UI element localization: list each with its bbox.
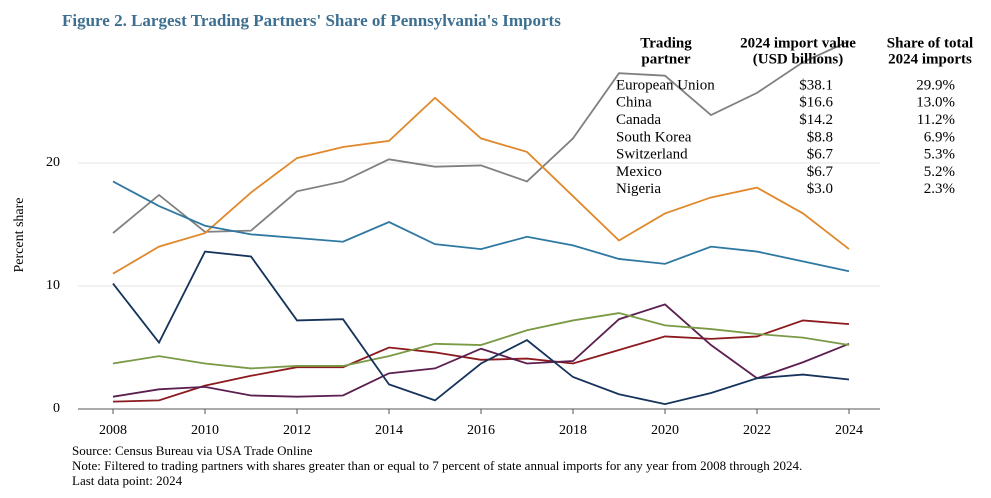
import-share: 5.2%	[924, 164, 955, 180]
import-value: $6.7	[807, 147, 834, 163]
import-share: 13.0%	[916, 95, 955, 111]
import-value: $6.7	[807, 164, 834, 180]
legend-label: China	[616, 95, 652, 111]
legend-label: European Union	[616, 77, 715, 93]
import-value: $8.8	[807, 129, 833, 145]
legend-label: Nigeria	[616, 181, 661, 197]
import-value: $16.6	[799, 95, 833, 111]
import-share: 6.9%	[924, 129, 955, 145]
series-line	[112, 319, 850, 403]
table-header: (USD billions)	[753, 51, 843, 67]
x-tick-label: 2016	[467, 423, 495, 438]
import-share: 29.9%	[916, 77, 955, 93]
series-line	[112, 303, 850, 398]
legend-label: Mexico	[616, 164, 662, 180]
x-tick-label: 2012	[283, 423, 311, 438]
import-share: 5.3%	[924, 147, 955, 163]
footnote: Source: Census Bureau via USA Trade Onli…	[72, 443, 313, 458]
x-tick-label: 2024	[835, 423, 863, 438]
footnote: Last data point: 2024	[72, 473, 183, 488]
table-header: 2024 import value	[740, 35, 856, 51]
chart-title: Figure 2. Largest Trading Partners' Shar…	[62, 11, 561, 30]
x-tick-label: 2020	[651, 423, 679, 438]
legend-label: Canada	[616, 112, 661, 128]
import-share: 11.2%	[917, 112, 955, 128]
y-axis-label: Percent share	[12, 197, 27, 272]
import-share: 2.3%	[924, 181, 955, 197]
series-line	[112, 40, 850, 234]
legend-label: Switzerland	[616, 147, 688, 163]
y-tick-label: 20	[46, 155, 60, 170]
x-tick-label: 2018	[559, 423, 587, 438]
y-tick-label: 10	[46, 278, 60, 293]
y-tick-label: 0	[53, 401, 60, 416]
series-line	[112, 312, 850, 370]
table-header: partner	[641, 51, 690, 67]
table-header: 2024 imports	[888, 51, 972, 67]
footnote: Note: Filtered to trading partners with …	[72, 458, 802, 473]
x-tick-label: 2022	[743, 423, 771, 438]
x-tick-label: 2008	[99, 423, 127, 438]
x-tick-label: 2010	[191, 423, 219, 438]
import-value: $38.1	[799, 77, 833, 93]
x-tick-label: 2014	[375, 423, 403, 438]
series-line	[112, 96, 850, 275]
legend-label: South Korea	[616, 129, 692, 145]
table-header: Trading	[640, 35, 692, 51]
series-line	[112, 180, 850, 273]
import-value: $14.2	[799, 112, 833, 128]
table-header: Share of total	[887, 35, 973, 51]
import-value: $3.0	[807, 181, 833, 197]
series-line	[112, 250, 850, 406]
